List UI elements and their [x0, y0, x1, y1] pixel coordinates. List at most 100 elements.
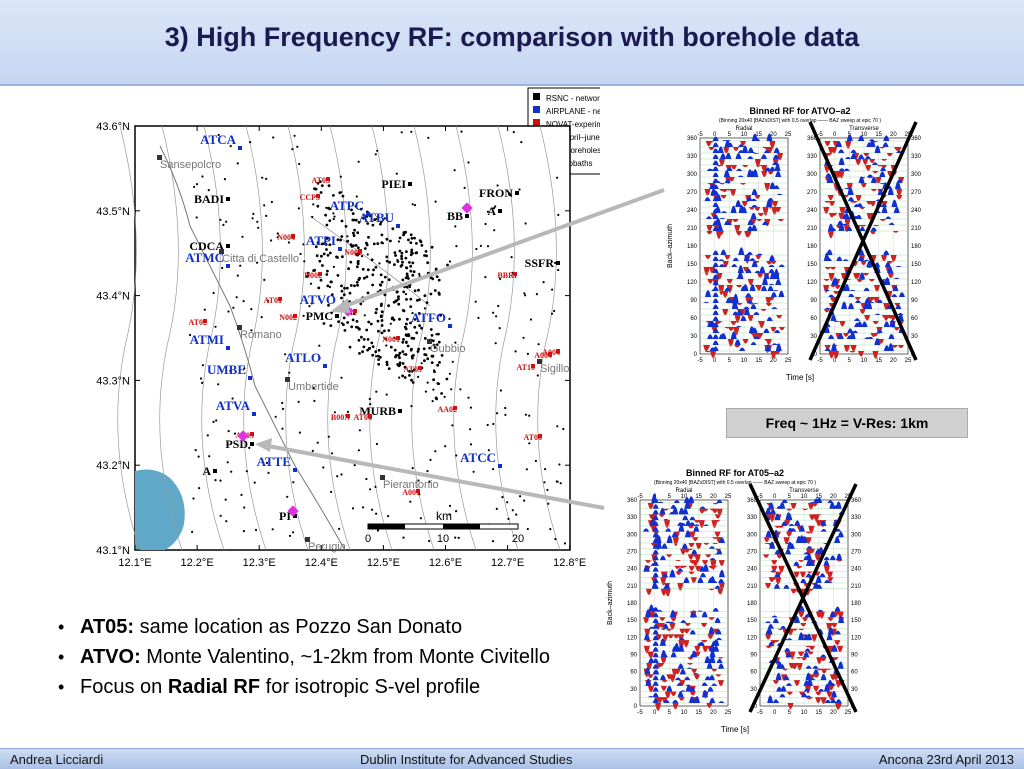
- svg-text:BB: BB: [447, 209, 463, 223]
- legend-entry: AIRPLANE - network: [546, 107, 600, 116]
- station-rsnc: CDCA: [189, 239, 230, 253]
- rf-xtick: 15: [875, 132, 882, 138]
- station-novat: AT02: [188, 318, 207, 327]
- rf-xtick: 25: [785, 358, 792, 364]
- rf-ytick: 270: [627, 550, 638, 556]
- footer-date: Ancona 23rd April 2013: [878, 752, 1014, 767]
- station-airplane: ATCA: [200, 132, 242, 150]
- rf-ytick: 60: [750, 670, 757, 676]
- rf-ytick: 30: [630, 687, 637, 693]
- svg-text:PMC: PMC: [306, 309, 333, 323]
- rf-panel-atvo: Binned RF for ATVO–a2 (Binning 20x40 [BAZ…: [667, 106, 922, 382]
- rf-xtick: 25: [725, 494, 732, 500]
- rf-xtick: 10: [861, 358, 868, 364]
- rf-ytick: 210: [747, 584, 758, 590]
- rf-xtick: -5: [817, 358, 823, 364]
- svg-text:ATCC: ATCC: [460, 450, 496, 465]
- town-label: Gubbio: [430, 343, 465, 355]
- lon-tick: 12.7°E: [491, 557, 524, 569]
- svg-text:ATPI: ATPI: [306, 233, 336, 248]
- scale-unit: km: [436, 509, 452, 523]
- rf-ytick: 330: [807, 154, 818, 160]
- svg-text:ATCA: ATCA: [200, 132, 236, 147]
- lon-tick: 12.5°E: [367, 557, 400, 569]
- rf-ytick: 210: [807, 226, 818, 232]
- station-airplane: ATMC: [185, 250, 230, 268]
- svg-text:ATFO: ATFO: [411, 310, 446, 325]
- scale-tick: 20: [512, 533, 524, 545]
- rf-ytick: 210: [687, 226, 698, 232]
- rf-ytick: 150: [807, 262, 818, 268]
- rf-ytick: 330: [911, 154, 922, 160]
- rf-xtick: 5: [848, 358, 852, 364]
- svg-text:A: A: [202, 464, 211, 478]
- station-novat: AT03: [311, 176, 330, 185]
- svg-text:ATMC: ATMC: [185, 250, 224, 265]
- station-airplane: ATPI: [306, 233, 342, 251]
- rf-xtick: 10: [801, 710, 808, 716]
- lon-tick: 12.1°E: [118, 557, 151, 569]
- lon-tick: 12.3°E: [243, 557, 276, 569]
- station-airplane: UMBE: [207, 362, 252, 380]
- bullet-item: ATVO: Monte Valentino, ~1-2km from Monte…: [58, 642, 578, 672]
- rf-xtick: 20: [770, 132, 777, 138]
- footer-bar: Andrea Licciardi Dublin Institute for Ad…: [0, 748, 1024, 769]
- station-novat: AT06: [523, 433, 542, 442]
- svg-text:PIEI: PIEI: [381, 177, 406, 191]
- svg-text:D002: D002: [304, 271, 322, 280]
- rf-ytick: 300: [747, 532, 758, 538]
- frequency-label: Freq ~ 1Hz = V-Res: 1km: [726, 408, 968, 438]
- rf-ytick: 120: [747, 635, 758, 641]
- rf-xtick: 20: [710, 710, 717, 716]
- station-novat: B00N: [331, 413, 350, 422]
- rf-panel-label: Radial: [675, 488, 692, 494]
- rf-ytick: 270: [807, 190, 818, 196]
- rf-xtick: 15: [875, 358, 882, 364]
- rf-xtick: -5: [697, 132, 703, 138]
- rf-ytick: 90: [690, 298, 697, 304]
- lat-tick: 43.3°N: [96, 375, 130, 387]
- rf-xtick: 20: [770, 358, 777, 364]
- svg-text:B00N: B00N: [331, 413, 350, 422]
- station-novat: N004: [277, 233, 295, 242]
- station-airplane: ATLO: [285, 350, 327, 368]
- station-rsnc: BADI: [194, 192, 230, 206]
- rf-ytick: 30: [810, 334, 817, 340]
- svg-text:AT03: AT03: [311, 176, 330, 185]
- lat-tick: 43.2°N: [96, 460, 130, 472]
- rf-ytick: 300: [851, 532, 862, 538]
- rf-ytick: 180: [807, 244, 818, 250]
- station-airplane: ATVA: [216, 398, 256, 416]
- rf-ytick: 150: [911, 262, 922, 268]
- rf-xtick: -5: [817, 132, 823, 138]
- svg-text:ATBU: ATBU: [359, 210, 395, 225]
- rf-title: Binned RF for ATVO–a2: [749, 106, 850, 116]
- town-label: Umbertide: [288, 381, 339, 393]
- lon-tick: 12.8°E: [553, 557, 586, 569]
- rf-panel-label: Transverse: [849, 126, 879, 132]
- rf-ytick: 90: [810, 298, 817, 304]
- svg-text:AT06: AT06: [523, 433, 542, 442]
- rf-ytick: 30: [911, 334, 918, 340]
- rf-ytick: 90: [911, 298, 918, 304]
- rf-title: Binned RF for AT05–a2: [686, 468, 784, 478]
- rf-ytick: 300: [627, 532, 638, 538]
- rf-ytick: 300: [807, 172, 818, 178]
- rf-ytick: 360: [747, 498, 758, 504]
- rf-xtick: -5: [757, 710, 763, 716]
- rf-xtick: 15: [695, 710, 702, 716]
- lon-tick: 12.6°E: [429, 557, 462, 569]
- rf-ytick: 360: [911, 136, 922, 142]
- rf-xtick: 25: [905, 358, 912, 364]
- scale-tick: 10: [437, 533, 449, 545]
- rf-ytick: 180: [627, 601, 638, 607]
- station-novat: N003: [344, 248, 362, 257]
- rf-ytick: 300: [911, 172, 922, 178]
- rf-xtick: 15: [815, 494, 822, 500]
- lat-tick: 43.4°N: [96, 291, 130, 303]
- town-label: Sigillo: [540, 363, 569, 375]
- svg-text:AT02: AT02: [188, 318, 207, 327]
- rf-ytick: 180: [851, 601, 862, 607]
- footer-institute: Dublin Institute for Advanced Studies: [360, 752, 573, 767]
- rf-ytick: 0: [694, 352, 698, 358]
